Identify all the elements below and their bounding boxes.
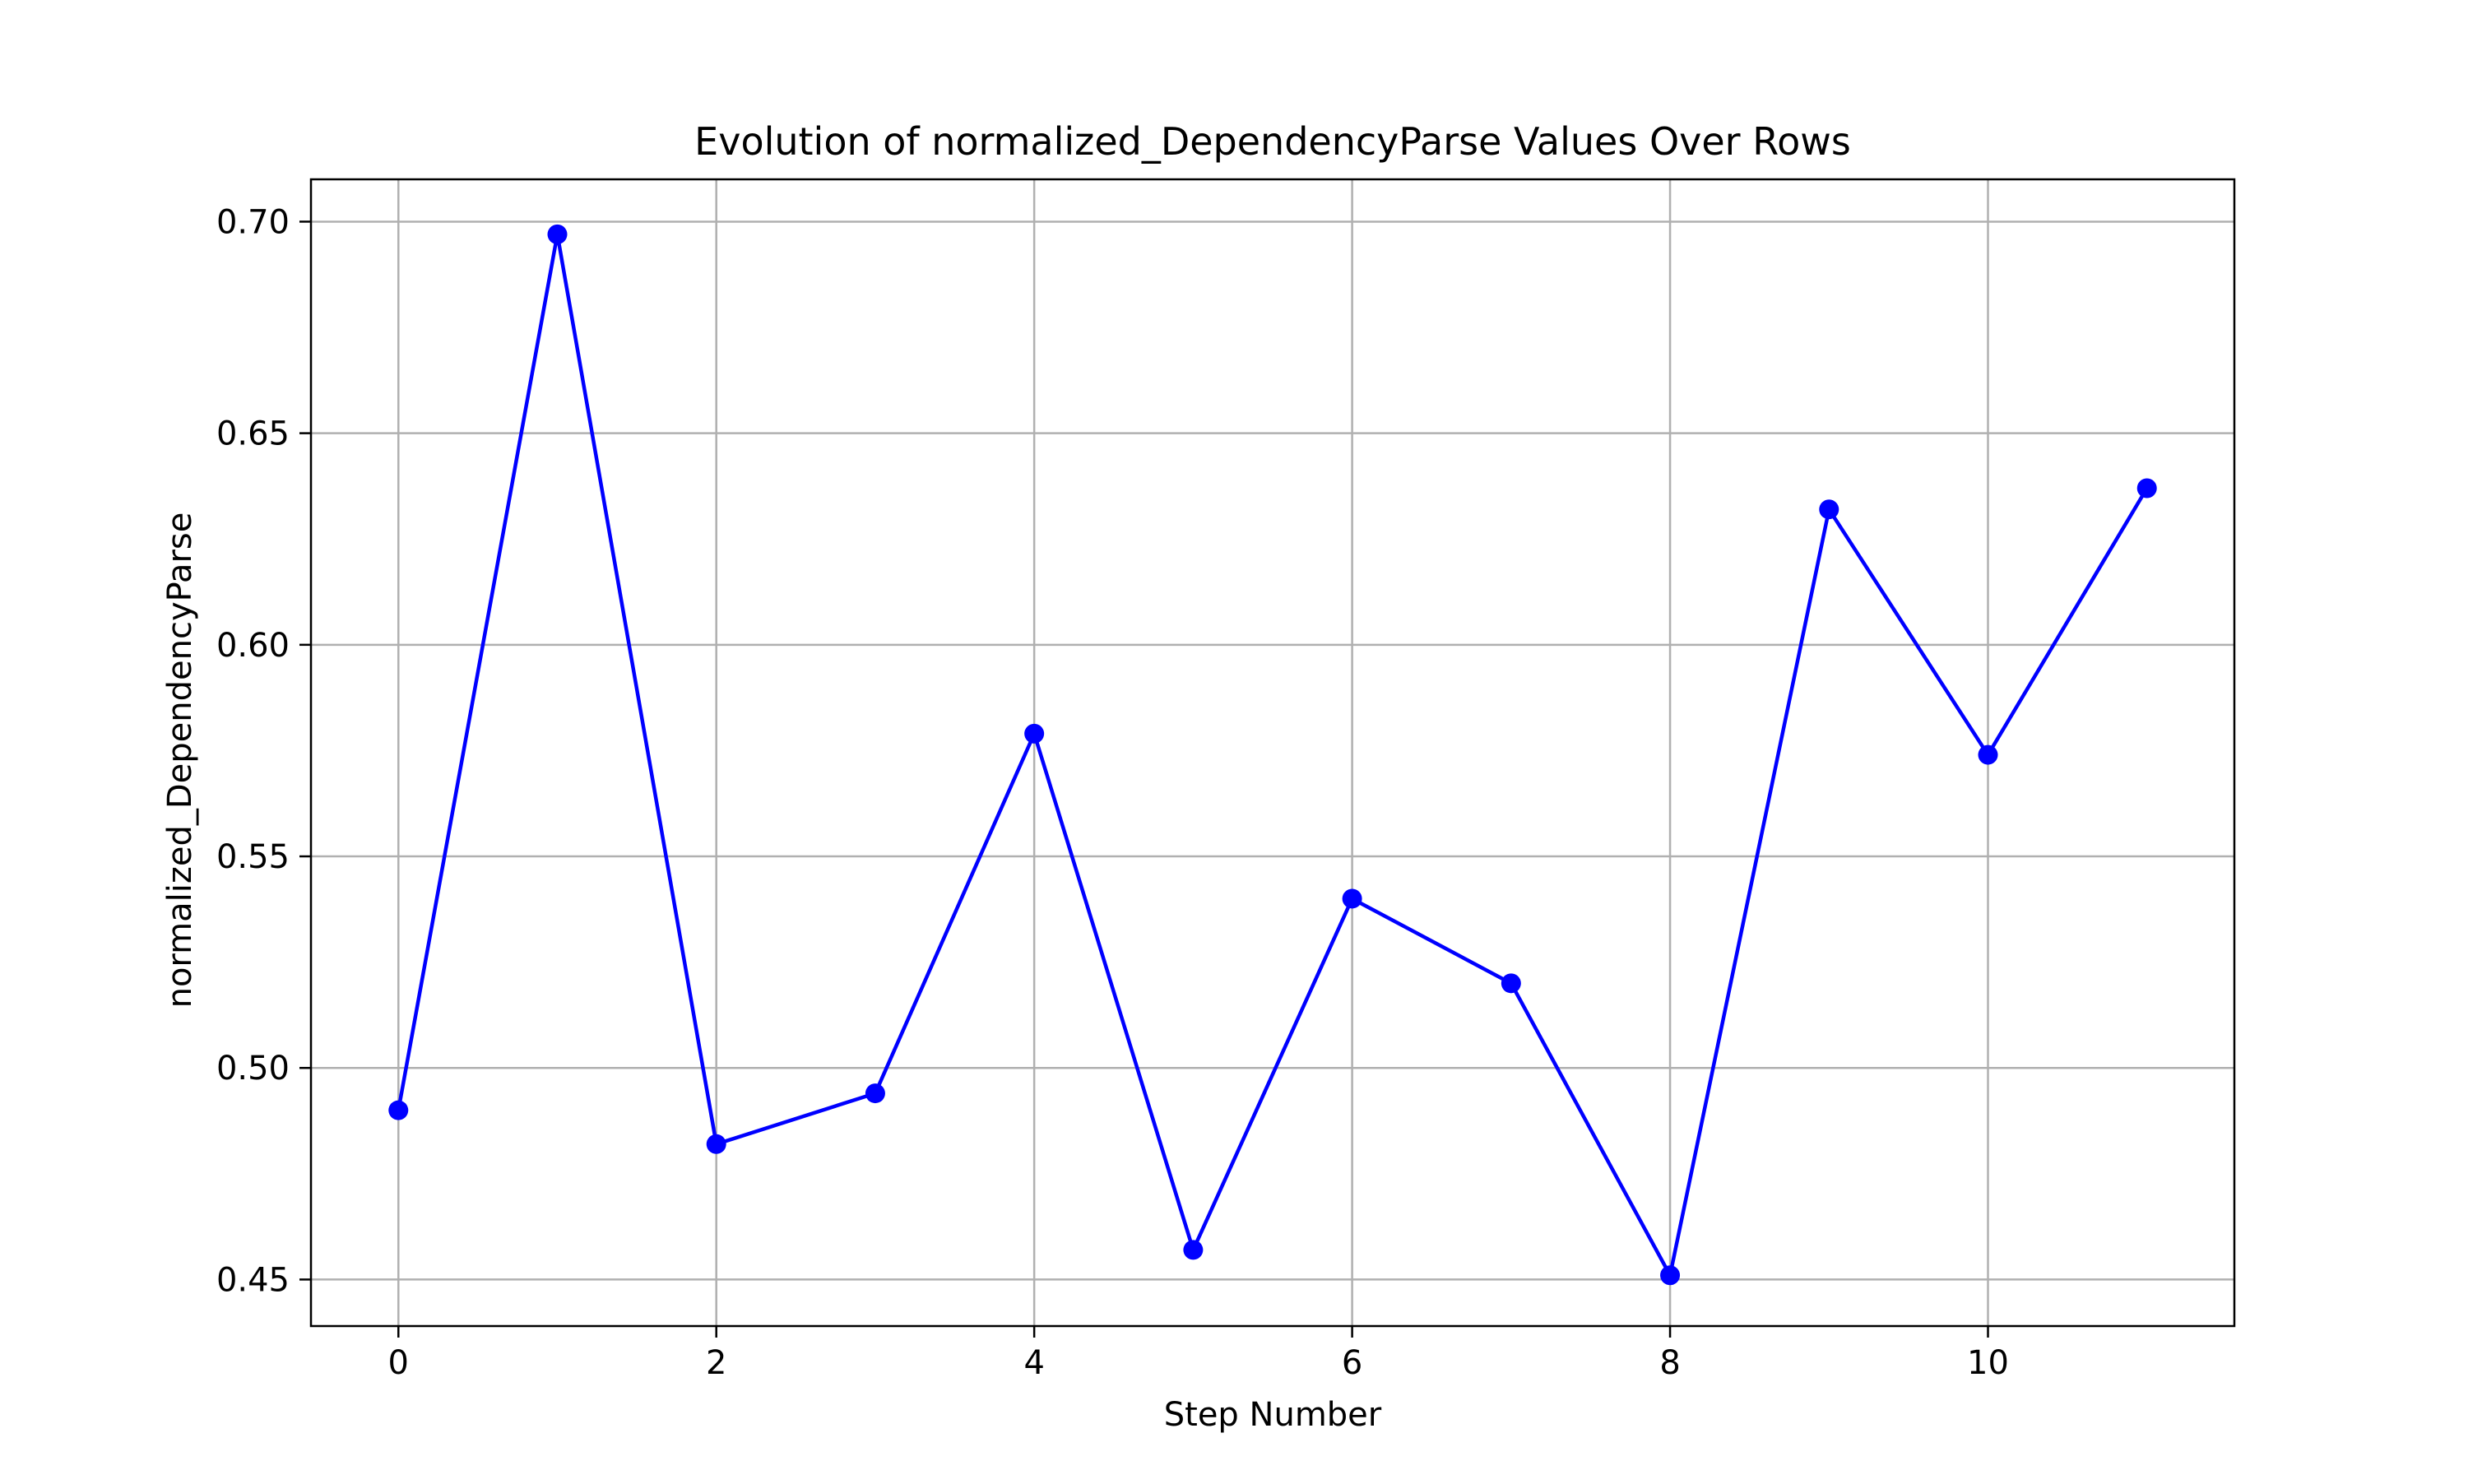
y-tick-label: 0.70 [216,203,290,241]
y-axis-label: normalized_DependencyParse [161,512,199,1009]
data-point [1342,888,1362,909]
x-tick-label: 6 [1342,1344,1362,1382]
y-tick-label: 0.55 [216,838,290,876]
plot-frame [309,178,2236,1328]
data-point [1660,1265,1681,1286]
data-point [388,1100,409,1120]
x-axis-ticks: 0 2 4 6 8 10 [388,1326,2009,1382]
x-tick-label: 4 [1023,1344,1044,1382]
data-point [547,224,568,244]
y-tick-label: 0.45 [216,1261,290,1299]
series-line [397,232,2149,1278]
y-axis-ticks: 0.45 0.50 0.55 0.60 0.65 0.70 [216,203,311,1299]
chart-title: Evolution of normalized_DependencyParse … [694,119,1851,164]
y-tick-label: 0.60 [216,627,290,665]
x-tick-label: 8 [1659,1344,1680,1382]
data-point [1501,973,1521,994]
x-axis-label: Step Number [1164,1396,1382,1434]
y-tick-label: 0.50 [216,1050,290,1087]
x-tick-label: 2 [706,1344,726,1382]
data-point [1024,723,1045,744]
series-layer [388,224,2157,1286]
data-point [1819,499,1839,520]
y-tick-label: 0.65 [216,415,290,453]
grid [311,179,2234,1326]
x-tick-label: 10 [1967,1344,2009,1382]
data-point [706,1134,726,1154]
data-point [865,1083,885,1104]
data-point [1978,744,1998,765]
x-tick-label: 0 [388,1344,409,1382]
data-point [1183,1240,1204,1260]
data-point [2136,478,2157,499]
